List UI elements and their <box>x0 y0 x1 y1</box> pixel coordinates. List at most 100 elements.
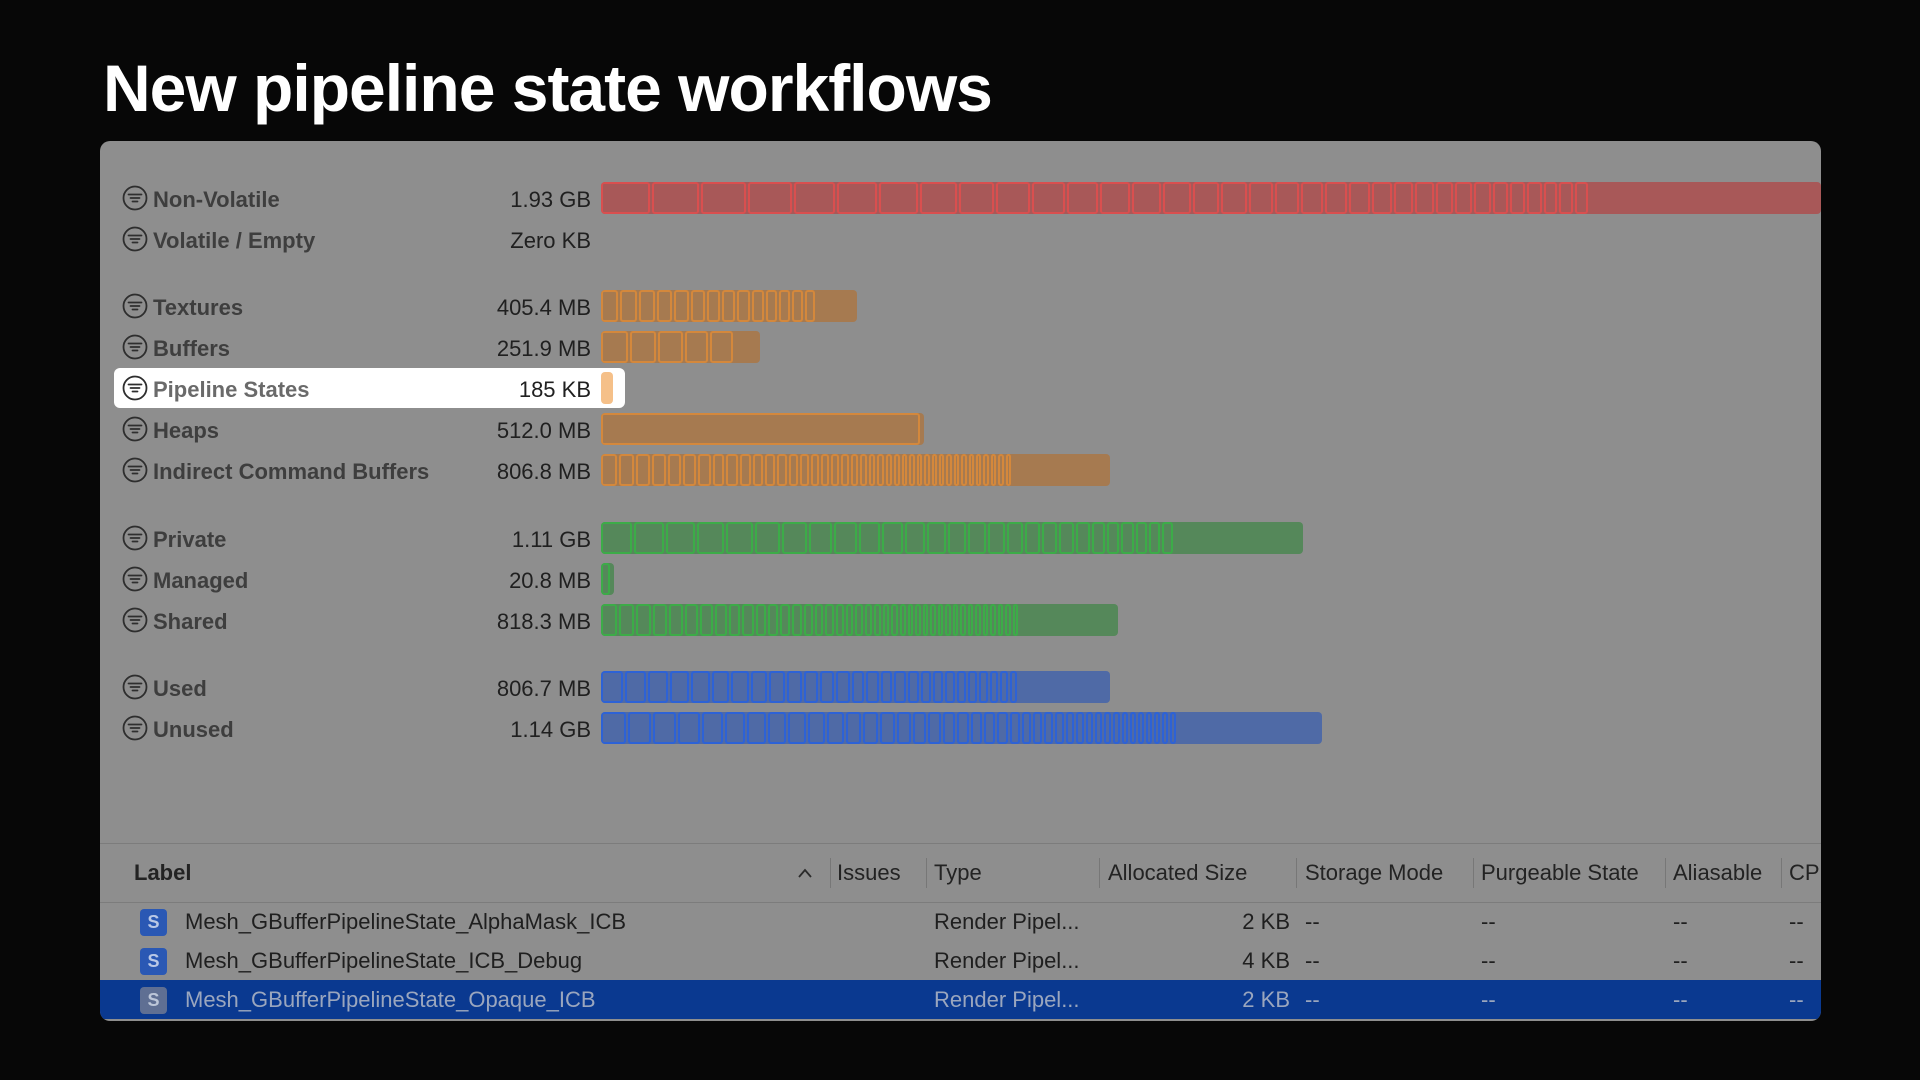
memory-row-buffers[interactable]: Buffers 251.9 MB <box>100 329 1821 365</box>
allocation-block <box>739 454 751 486</box>
memory-bar-unused[interactable] <box>601 712 1322 744</box>
memory-row-value: 20.8 MB <box>509 568 591 593</box>
memory-bar-managed[interactable] <box>601 563 614 595</box>
allocation-block <box>779 290 791 322</box>
memory-row-volatile-empty[interactable]: Volatile / Empty Zero KB <box>100 221 1821 257</box>
memory-row-unused[interactable]: Unused 1.14 GB <box>100 710 1821 746</box>
table-row[interactable]: S Mesh_GBufferPipelineState_ICB_Debug Re… <box>100 941 1821 980</box>
row-purgeable-state: -- <box>1481 987 1496 1012</box>
row-label: Mesh_GBufferPipelineState_ICB_Debug <box>185 948 583 973</box>
filter-icon[interactable] <box>122 525 148 551</box>
memory-bar-heaps[interactable] <box>601 413 924 445</box>
column-header-type[interactable]: Type <box>934 860 982 885</box>
allocation-block <box>820 671 835 703</box>
allocation-block <box>1066 182 1099 214</box>
filter-icon[interactable] <box>122 226 148 252</box>
allocation-block <box>685 604 699 636</box>
allocation-block <box>669 604 684 636</box>
row-allocated-size: 2 KB <box>1242 987 1290 1012</box>
column-divider[interactable] <box>1099 858 1100 888</box>
column-header-storage-mode[interactable]: Storage Mode <box>1305 860 1444 885</box>
allocation-block <box>937 604 944 636</box>
row-aliasable: -- <box>1673 987 1688 1012</box>
allocation-block <box>731 671 749 703</box>
column-header-purgeable-state[interactable]: Purgeable State <box>1481 860 1639 885</box>
allocation-block <box>947 522 967 554</box>
allocation-block <box>814 604 824 636</box>
memory-row-used[interactable]: Used 806.7 MB <box>100 669 1821 705</box>
allocation-block <box>967 604 974 636</box>
filter-icon[interactable] <box>122 566 148 592</box>
memory-row-non-volatile[interactable]: Non-Volatile 1.93 GB <box>100 180 1821 216</box>
allocation-blocks <box>601 413 920 445</box>
column-header-issues[interactable]: Issues <box>837 860 901 885</box>
filter-icon[interactable] <box>122 293 148 319</box>
allocation-block <box>882 604 890 636</box>
memory-row-value: 405.4 MB <box>496 295 591 320</box>
memory-row-value: 512.0 MB <box>496 418 591 443</box>
filter-icon[interactable] <box>122 375 148 401</box>
allocation-block <box>690 290 705 322</box>
allocation-block <box>880 671 893 703</box>
row-storage-mode: -- <box>1305 909 1320 934</box>
column-divider[interactable] <box>1665 858 1666 888</box>
allocation-block <box>851 671 865 703</box>
allocation-block <box>647 671 668 703</box>
column-divider[interactable] <box>1473 858 1474 888</box>
filter-icon[interactable] <box>122 457 148 483</box>
allocation-block <box>808 522 833 554</box>
filter-icon[interactable] <box>122 185 148 211</box>
table-row[interactable]: S Mesh_GBufferPipelineState_AlphaMask_IC… <box>100 902 1821 941</box>
memory-bar-textures[interactable] <box>601 290 857 322</box>
allocation-block <box>776 454 787 486</box>
column-header-allocated-size[interactable]: Allocated Size <box>1108 860 1248 885</box>
column-header-cp[interactable]: CP <box>1789 860 1820 885</box>
memory-row-heaps[interactable]: Heaps 512.0 MB <box>100 411 1821 447</box>
sort-ascending-icon[interactable] <box>797 866 813 880</box>
column-header-aliasable[interactable]: Aliasable <box>1673 860 1763 885</box>
allocation-block <box>635 454 651 486</box>
memory-row-indirect-command-buffers[interactable]: Indirect Command Buffers 806.8 MB <box>100 452 1821 488</box>
allocation-blocks <box>601 331 734 363</box>
memory-bar-pipeline-states[interactable] <box>601 372 613 404</box>
row-issues <box>837 941 917 980</box>
allocation-block <box>956 671 967 703</box>
allocation-blocks <box>601 563 610 595</box>
memory-row-label: Shared <box>153 609 228 634</box>
allocation-block <box>683 454 697 486</box>
memory-bar-non-volatile[interactable] <box>601 182 1821 214</box>
memory-row-label: Buffers <box>153 336 231 361</box>
filter-icon[interactable] <box>122 416 148 442</box>
filter-icon[interactable] <box>122 607 148 633</box>
allocation-block <box>945 671 955 703</box>
filter-icon[interactable] <box>122 674 148 700</box>
memory-bar-private[interactable] <box>601 522 1303 554</box>
memory-row-managed[interactable]: Managed 20.8 MB <box>100 561 1821 597</box>
row-issues <box>837 980 917 1019</box>
allocation-block <box>1492 182 1509 214</box>
memory-bar-indirect-command-buffers[interactable] <box>601 454 1110 486</box>
column-divider[interactable] <box>1781 858 1782 888</box>
allocation-block <box>1146 712 1153 744</box>
column-divider[interactable] <box>1296 858 1297 888</box>
filter-icon[interactable] <box>122 715 148 741</box>
column-divider[interactable] <box>926 858 927 888</box>
memory-bar-shared[interactable] <box>601 604 1118 636</box>
memory-bar-used[interactable] <box>601 671 1110 703</box>
allocation-block <box>601 454 617 486</box>
allocation-block <box>782 522 807 554</box>
column-divider[interactable] <box>830 858 831 888</box>
memory-bar-buffers[interactable] <box>601 331 760 363</box>
allocation-block <box>1393 182 1414 214</box>
column-header-label[interactable]: Label <box>134 860 192 885</box>
memory-row-shared[interactable]: Shared 818.3 MB <box>100 602 1821 638</box>
filter-icon[interactable] <box>122 334 148 360</box>
allocation-block <box>1095 712 1103 744</box>
memory-row-private[interactable]: Private 1.11 GB <box>100 520 1821 556</box>
memory-row-pipeline-states[interactable]: Pipeline States 185 KB <box>100 368 1821 408</box>
row-type: Render Pipel... <box>934 987 1080 1012</box>
memory-row-value: 1.11 GB <box>511 527 591 552</box>
memory-row-textures[interactable]: Textures 405.4 MB <box>100 288 1821 324</box>
table-row-selected[interactable]: S Mesh_GBufferPipelineState_Opaque_ICB R… <box>100 980 1821 1019</box>
allocation-block <box>836 671 850 703</box>
